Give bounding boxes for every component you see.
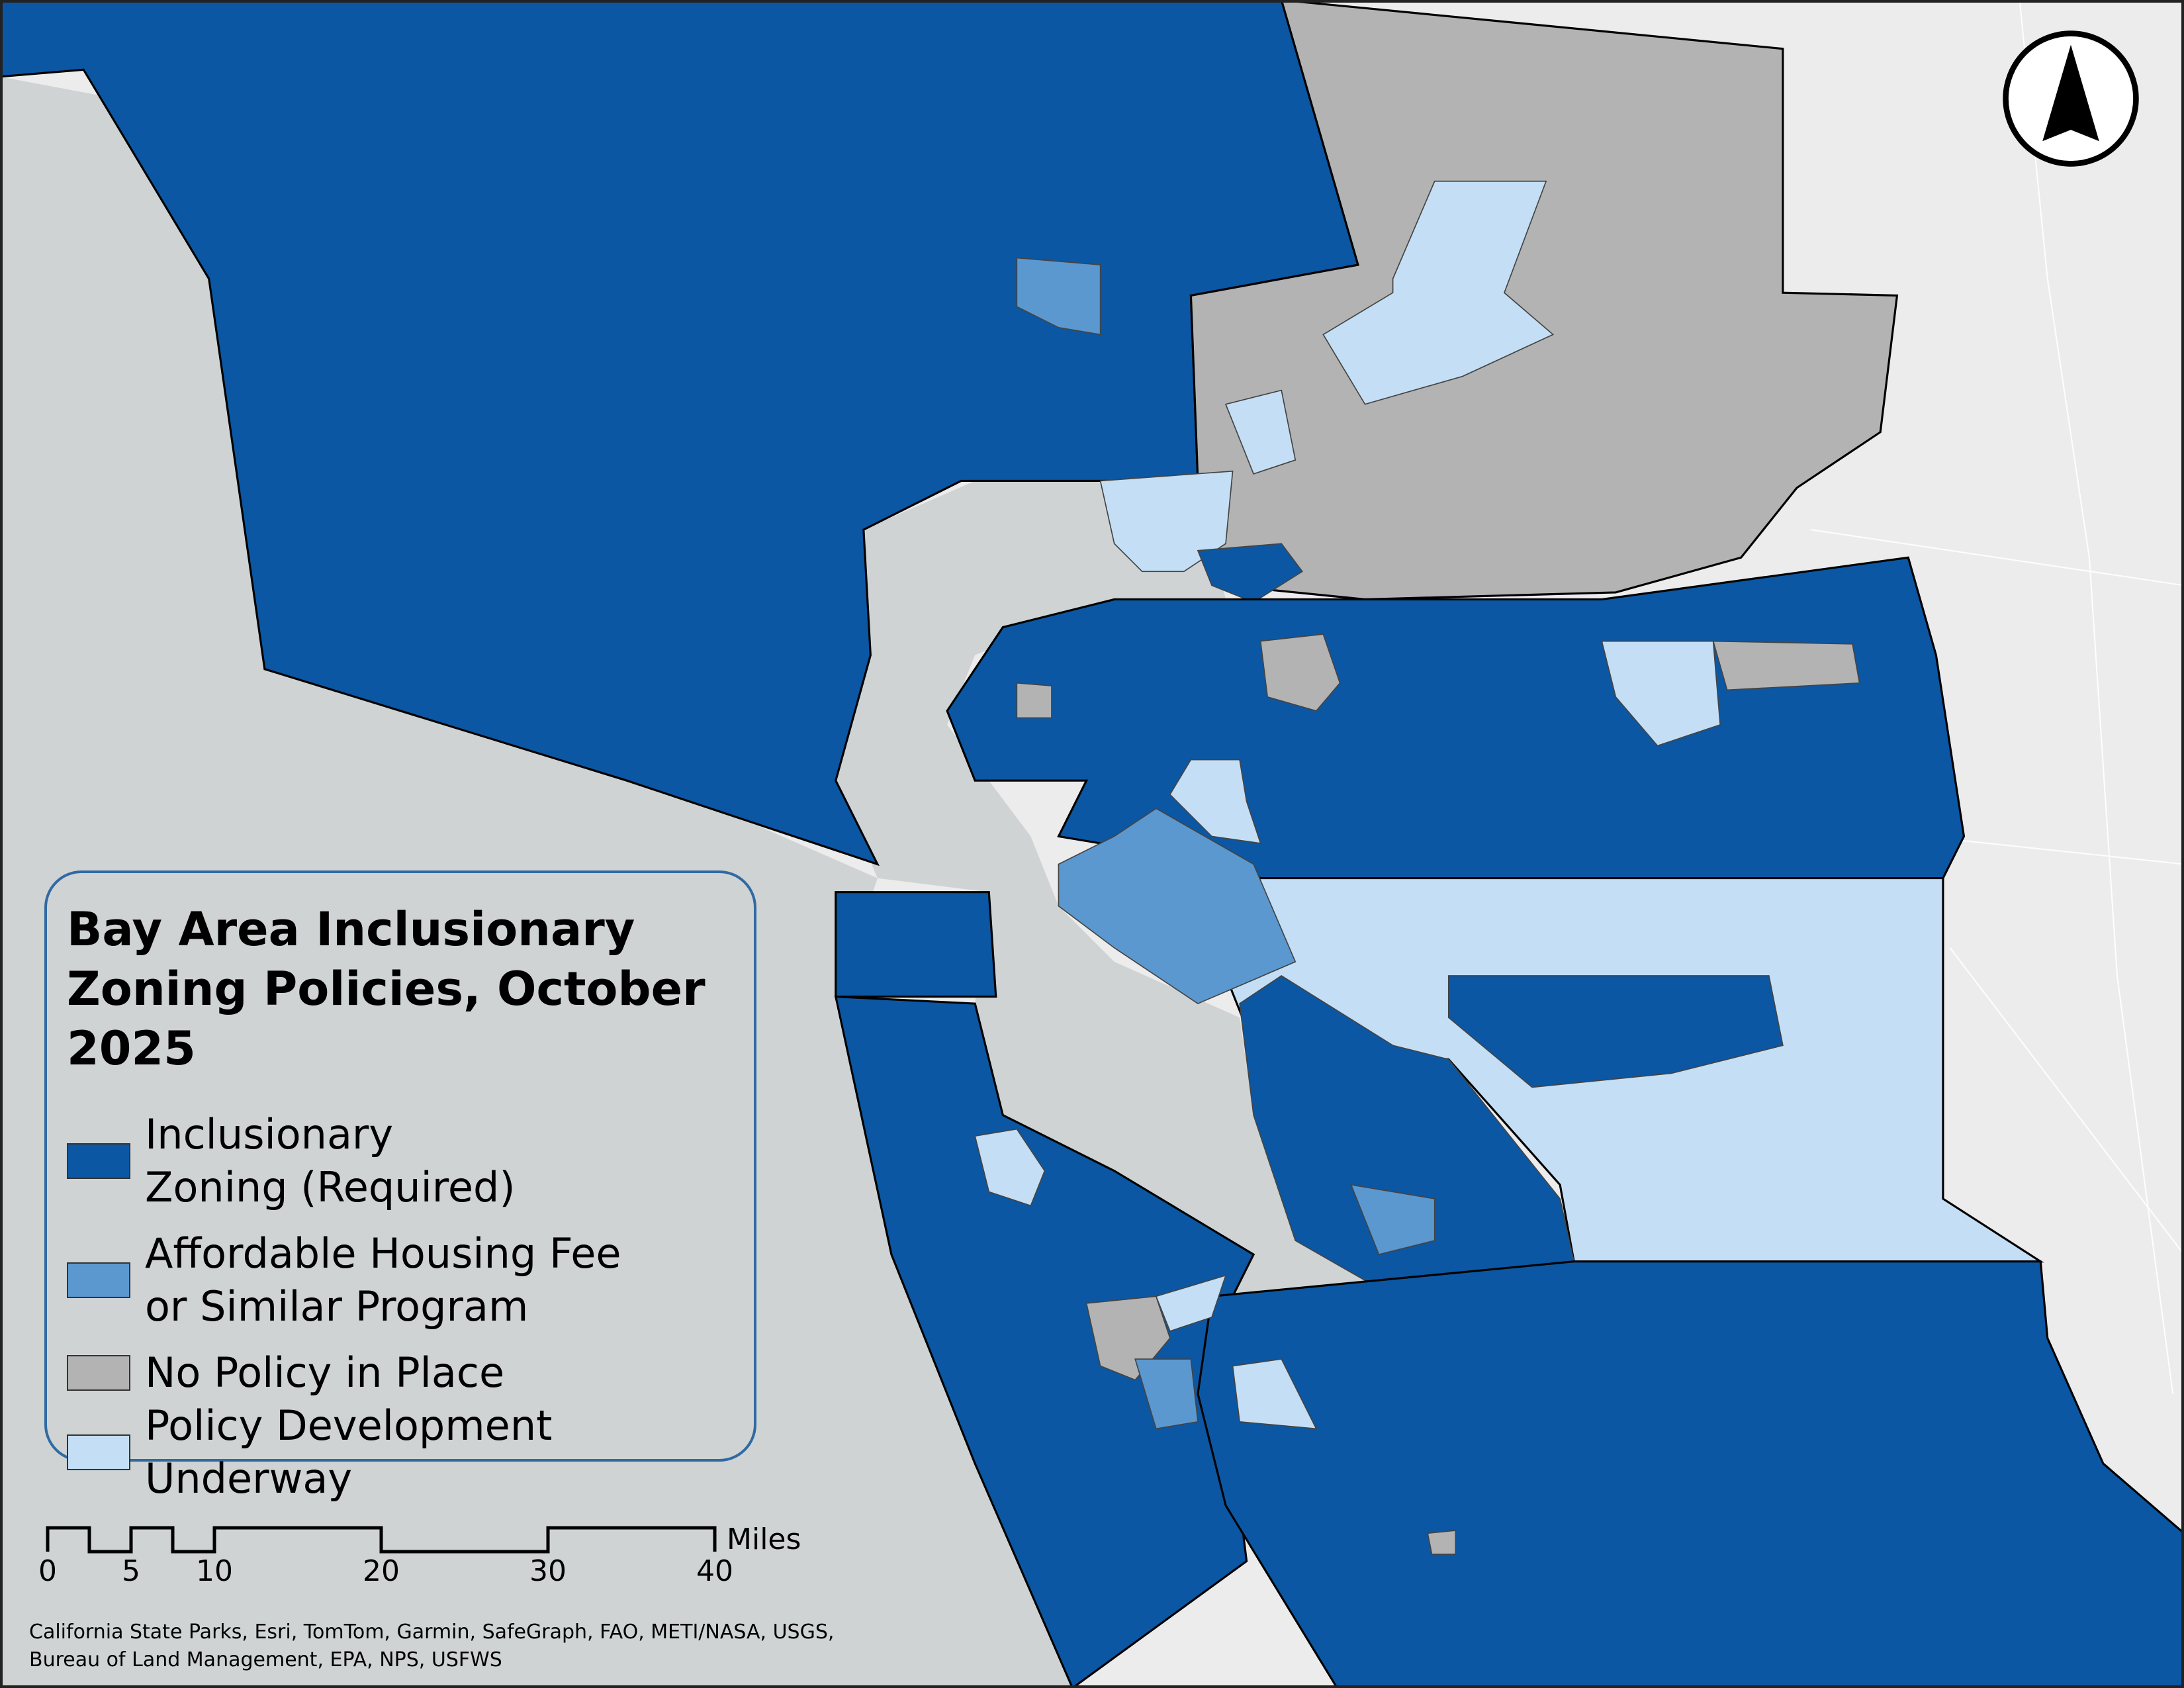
region[interactable] — [1224, 389, 1297, 475]
region[interactable] — [835, 891, 997, 998]
region[interactable] — [1016, 682, 1052, 719]
north-arrow-icon — [2000, 28, 2142, 169]
scale-unit: Miles — [727, 1523, 801, 1556]
region[interactable] — [1134, 1358, 1199, 1430]
region[interactable] — [1169, 759, 1261, 844]
region[interactable] — [1197, 1260, 2184, 1688]
scale-tick-label: 40 — [696, 1554, 733, 1588]
legend-item-inclusionary-zoning: Inclusionary Zoning (Required) — [67, 1108, 542, 1214]
region[interactable] — [1099, 470, 1234, 573]
region[interactable] — [1427, 1530, 1457, 1555]
attribution: California State Parks, Esri, TomTom, Ga… — [29, 1618, 834, 1674]
region[interactable] — [1350, 1184, 1435, 1256]
scale-bar — [46, 1526, 717, 1554]
region[interactable] — [1601, 640, 1721, 747]
region[interactable] — [1322, 180, 1555, 405]
region[interactable] — [1197, 543, 1304, 603]
attribution-line: California State Parks, Esri, TomTom, Ga… — [29, 1620, 835, 1644]
region[interactable] — [1232, 1358, 1318, 1430]
region[interactable] — [1447, 975, 1784, 1088]
attribution-line: Bureau of Land Management, EPA, NPS, USF… — [29, 1648, 502, 1671]
legend-item-policy-development: Policy Development Underway — [67, 1399, 741, 1505]
legend-swatch — [67, 1434, 130, 1470]
region[interactable] — [1189, 0, 1899, 601]
scale-tick-label: 0 — [38, 1554, 57, 1588]
region[interactable] — [1239, 974, 1575, 1297]
region[interactable] — [1016, 257, 1101, 336]
scale-tick-label: 20 — [363, 1554, 400, 1588]
map-title: Bay Area Inclusionary Zoning Policies, O… — [67, 902, 705, 1076]
legend-item-no-policy: No Policy in Place — [67, 1346, 741, 1399]
bay-water — [835, 481, 1393, 1303]
region[interactable] — [1155, 1274, 1227, 1332]
legend-swatch — [67, 1355, 130, 1391]
legend: Bay Area Inclusionary Zoning Policies, O… — [44, 870, 756, 1503]
legend-item-affordable-housing-fee: Affordable Housing Fee or Similar Progra… — [67, 1227, 674, 1333]
region[interactable] — [974, 1128, 1046, 1207]
legend-swatch — [67, 1262, 130, 1298]
legend-swatch — [67, 1143, 130, 1179]
region[interactable] — [1058, 808, 1297, 1005]
region[interactable] — [1712, 640, 1860, 691]
scale-tick-label: 5 — [122, 1554, 140, 1588]
basemap-roads — [1810, 0, 2184, 1394]
region[interactable] — [1259, 633, 1341, 712]
scale-tick-label: 30 — [529, 1554, 567, 1588]
scale-tick-label: 10 — [196, 1554, 233, 1588]
